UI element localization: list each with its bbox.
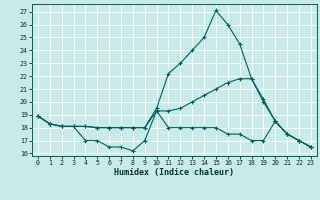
X-axis label: Humidex (Indice chaleur): Humidex (Indice chaleur) [115, 168, 234, 177]
